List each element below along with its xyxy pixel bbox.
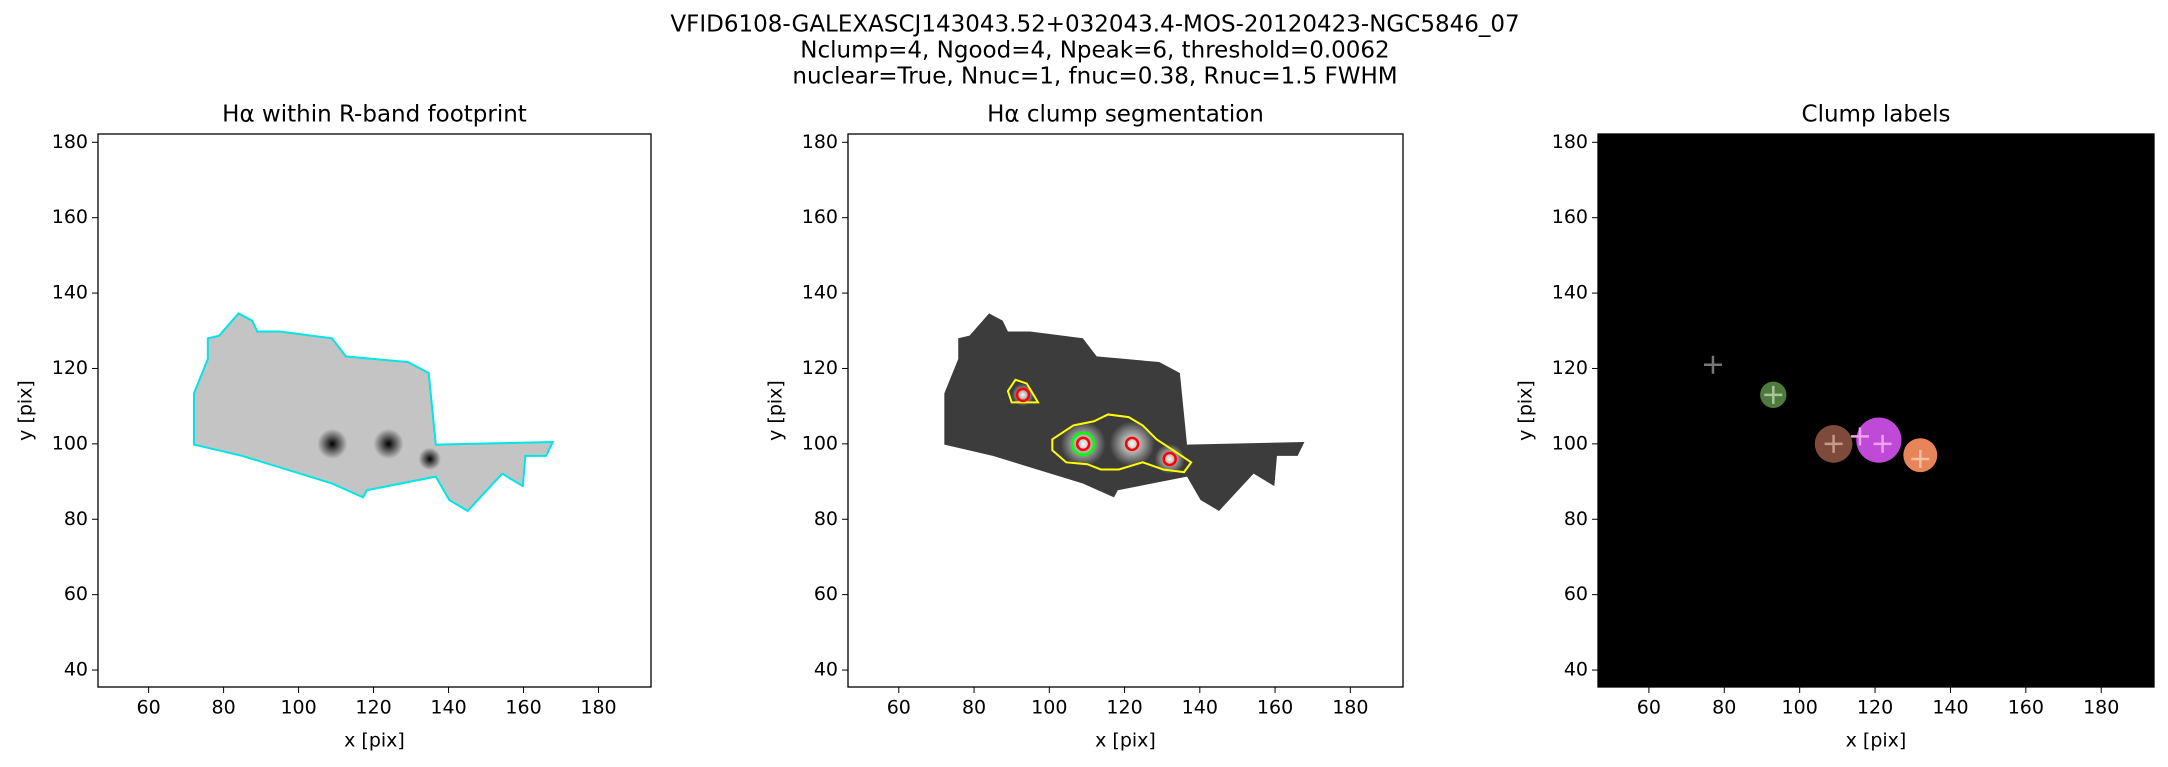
y-tick-label: 120 bbox=[802, 357, 838, 379]
blob bbox=[1011, 383, 1035, 407]
background bbox=[1598, 134, 2154, 687]
peak-marker bbox=[1162, 451, 1177, 467]
x-tick-label: 80 bbox=[212, 697, 236, 719]
center-marker bbox=[1703, 355, 1722, 374]
x-tick-label: 100 bbox=[1031, 697, 1067, 719]
x-tick-label: 80 bbox=[1712, 697, 1736, 719]
center-marker bbox=[1824, 434, 1843, 453]
center-marker bbox=[1850, 427, 1869, 446]
blob bbox=[1060, 421, 1106, 467]
panel-title: Clump labels bbox=[1802, 102, 1951, 128]
y-tick-label: 120 bbox=[1552, 357, 1588, 379]
x-tick-label: 100 bbox=[280, 697, 316, 719]
y-tick-label: 180 bbox=[1552, 131, 1588, 153]
y-tick-label: 40 bbox=[1564, 659, 1588, 681]
blob bbox=[1154, 443, 1185, 474]
plot-area bbox=[98, 134, 651, 687]
y-axis-label: y [pix] bbox=[15, 380, 37, 441]
x-tick-label: 80 bbox=[962, 697, 986, 719]
y-tick-label: 40 bbox=[814, 659, 838, 681]
x-tick-label: 120 bbox=[1857, 697, 1893, 719]
x-tick-label: 60 bbox=[1637, 697, 1661, 719]
x-tick-label: 180 bbox=[1332, 697, 1368, 719]
x-tick-label: 140 bbox=[1182, 697, 1218, 719]
y-tick-label: 160 bbox=[1552, 206, 1588, 228]
y-tick-label: 80 bbox=[1564, 508, 1588, 530]
footprint bbox=[192, 312, 555, 513]
axes-frame bbox=[1597, 133, 2155, 688]
y-tick-label: 60 bbox=[64, 583, 88, 605]
peak-marker bbox=[1075, 436, 1091, 452]
footprint bbox=[944, 313, 1305, 511]
clump bbox=[1856, 417, 1902, 463]
y-tick-label: 120 bbox=[52, 357, 88, 379]
x-tick-label: 160 bbox=[505, 697, 541, 719]
suptitle: nuclear=True, Nnuc=1, fnuc=0.38, Rnuc=1.… bbox=[792, 64, 1397, 90]
center-marker bbox=[1873, 434, 1892, 453]
x-tick-label: 120 bbox=[1106, 697, 1142, 719]
y-axis-label: y [pix] bbox=[1515, 380, 1537, 441]
peak-marker bbox=[1124, 436, 1140, 452]
plot-area bbox=[1598, 134, 2154, 687]
y-tick-label: 60 bbox=[814, 583, 838, 605]
contour bbox=[1006, 378, 1040, 404]
blob bbox=[373, 428, 404, 459]
x-tick-label: 60 bbox=[887, 697, 911, 719]
y-tick-label: 100 bbox=[802, 432, 838, 454]
axes-frame bbox=[847, 133, 1404, 688]
x-axis-label: x [pix] bbox=[1095, 730, 1156, 752]
x-axis-label: x [pix] bbox=[1846, 730, 1907, 752]
x-tick-label: 180 bbox=[580, 697, 616, 719]
x-tick-label: 140 bbox=[1932, 697, 1968, 719]
suptitle: VFID6108-GALEXASCJ143043.52+032043.4-MOS… bbox=[670, 12, 1519, 38]
axes-frame bbox=[97, 133, 652, 688]
y-tick-label: 180 bbox=[52, 131, 88, 153]
x-tick-label: 160 bbox=[2008, 697, 2044, 719]
x-axis-label: x [pix] bbox=[344, 730, 405, 752]
y-tick-label: 60 bbox=[1564, 583, 1588, 605]
y-tick-label: 180 bbox=[802, 131, 838, 153]
y-tick-label: 80 bbox=[814, 508, 838, 530]
x-tick-label: 100 bbox=[1782, 697, 1818, 719]
center-marker bbox=[1911, 449, 1930, 468]
blob bbox=[1109, 421, 1155, 467]
y-tick-label: 40 bbox=[64, 659, 88, 681]
panel-title: Hα clump segmentation bbox=[987, 102, 1264, 128]
y-tick-label: 160 bbox=[52, 206, 88, 228]
plot-area bbox=[848, 134, 1403, 687]
y-tick-label: 100 bbox=[52, 432, 88, 454]
x-tick-label: 120 bbox=[355, 697, 391, 719]
peak-marker bbox=[1015, 387, 1031, 403]
y-tick-label: 100 bbox=[1552, 432, 1588, 454]
x-tick-label: 60 bbox=[137, 697, 161, 719]
panel-title: Hα within R-band footprint bbox=[222, 102, 527, 128]
y-tick-label: 140 bbox=[1552, 282, 1588, 304]
y-tick-label: 160 bbox=[802, 206, 838, 228]
suptitle: Nclump=4, Ngood=4, Npeak=6, threshold=0.… bbox=[800, 38, 1389, 64]
y-axis-label: y [pix] bbox=[765, 380, 787, 441]
x-tick-label: 180 bbox=[2083, 697, 2119, 719]
y-tick-label: 140 bbox=[802, 282, 838, 304]
y-tick-label: 140 bbox=[52, 282, 88, 304]
x-tick-label: 160 bbox=[1257, 697, 1293, 719]
center-marker bbox=[1764, 385, 1783, 404]
blob bbox=[317, 428, 348, 459]
y-tick-label: 80 bbox=[64, 508, 88, 530]
nuclear-marker bbox=[1070, 431, 1096, 457]
contour bbox=[1051, 413, 1193, 474]
blob bbox=[418, 447, 442, 471]
x-tick-label: 140 bbox=[430, 697, 466, 719]
